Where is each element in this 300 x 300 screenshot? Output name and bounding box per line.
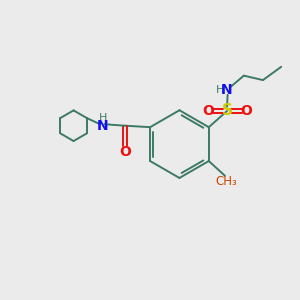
Text: N: N xyxy=(221,83,233,98)
Text: O: O xyxy=(202,104,214,118)
Text: O: O xyxy=(240,104,252,118)
Text: H: H xyxy=(216,85,224,95)
Text: CH₃: CH₃ xyxy=(216,175,237,188)
Text: H: H xyxy=(99,113,107,123)
Text: S: S xyxy=(221,103,233,118)
Text: O: O xyxy=(119,145,131,159)
Text: N: N xyxy=(97,119,109,133)
